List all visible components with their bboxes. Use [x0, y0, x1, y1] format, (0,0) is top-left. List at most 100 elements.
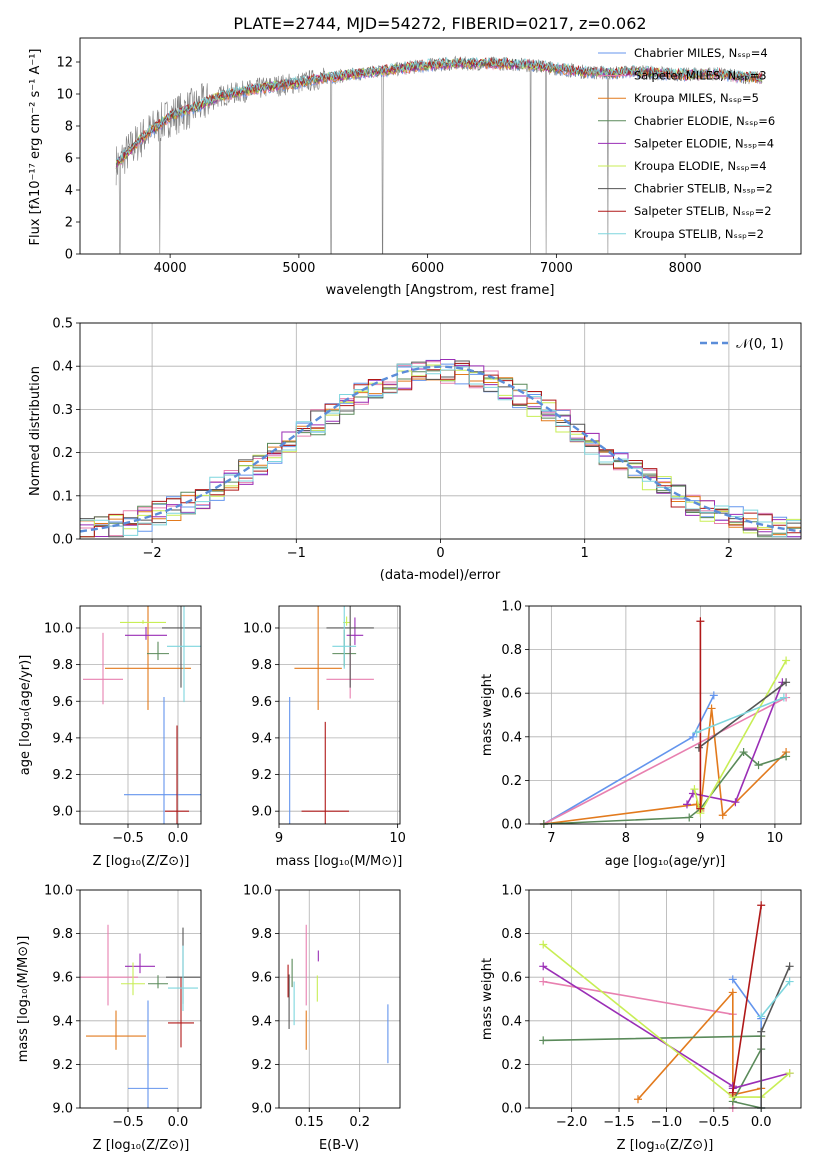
mass-z-xtick-label: −0.5: [112, 1115, 144, 1130]
spectrum-legend-label: Kroupa ELODIE, Nₛₛₚ=4: [634, 159, 767, 173]
residuals-xtick-label: −1: [287, 546, 306, 561]
residuals-ytick-label: 0.5: [52, 317, 73, 332]
weight-z-ytick-label: 0.0: [501, 1102, 522, 1117]
mass-ebv-points: [287, 924, 389, 1064]
spectrum-xtick-label: 7000: [540, 261, 573, 276]
observed-spectrum-line: [115, 55, 763, 254]
weight-z-ytick-label: 0.8: [501, 927, 522, 942]
weight-series-line: [543, 696, 787, 825]
residuals-ytick-label: 0.0: [52, 533, 73, 548]
age-z-xlabel: Z [log₁₀(Z/Z⊙)]: [93, 854, 190, 869]
weight-series-marker: [718, 811, 727, 820]
weight-series-marker: [696, 617, 705, 626]
weight-z-ytick-label: 1.0: [501, 884, 522, 899]
spectrum-ytick-label: 2: [65, 216, 73, 231]
residuals-ytick-label: 0.2: [52, 446, 73, 461]
weight-series-marker: [692, 728, 701, 737]
weight-series-line: [760, 981, 791, 1017]
weight-age-xlabel: age [log₁₀(age/yr)]: [605, 854, 726, 869]
age-vs-mass-panel: mass [log₁₀(M/M⊙)] 9 10 9.0 9.2 9.4 9.6 9.8 10.…: [243, 605, 406, 869]
spectrum-ytick-label: 6: [65, 152, 73, 167]
mass-z-frame: [79, 889, 202, 1109]
gaussian-legend-label: 𝒩(0, 1): [736, 337, 783, 352]
weight-series-line: [543, 750, 787, 825]
weight-age-xtick-label: 7: [547, 831, 555, 846]
residuals-ylabel: Normed distribution: [28, 366, 43, 496]
weight-series-marker: [682, 800, 691, 809]
age-mass-xlabel: mass [log₁₀(M/M⊙)]: [276, 854, 403, 869]
weight-age-ytick-label: 1.0: [501, 600, 522, 615]
weight-series-marker: [757, 901, 766, 910]
gaussian-reference-curve: [79, 365, 802, 533]
weight-series-marker: [785, 977, 794, 986]
weight-series-line: [698, 681, 787, 749]
age-z-points: [83, 606, 201, 824]
weight-series-marker: [539, 940, 548, 949]
spectrum-xlabel: wavelength [Angstrom, rest frame]: [326, 283, 555, 298]
weight-series-marker: [785, 962, 794, 971]
residuals-ytick-label: 0.1: [52, 489, 73, 504]
weight-series-marker: [754, 761, 763, 770]
spectrum-ytick-label: 0: [65, 248, 73, 263]
spectrum-ylabel: Flux [fλ10⁻¹⁷ erg cm⁻² s⁻¹ A⁻¹]: [28, 49, 43, 246]
weight-series-marker: [757, 1012, 766, 1021]
spectrum-legend-label: Kroupa STELIB, Nₛₛₚ=2: [634, 227, 764, 241]
weight-z-frame: [528, 889, 802, 1109]
age-mass-ytick-label: 9.8: [251, 658, 272, 673]
weight-series-marker: [731, 798, 740, 807]
weight-series-marker: [728, 975, 737, 984]
residuals-xlabel: (data-model)/error: [380, 568, 501, 583]
mass-ebv-ytick-label: 9.0: [251, 1102, 272, 1117]
age-z-ytick-label: 9.0: [52, 805, 73, 820]
weight-series-line: [543, 708, 787, 825]
weight-z-xtick-label: −0.5: [698, 1115, 730, 1130]
mass-z-ytick-label: 10.0: [44, 884, 73, 899]
weight-age-frame: [528, 605, 802, 825]
weight-series-line: [686, 682, 784, 805]
weight-series-line: [543, 1035, 762, 1109]
age-mass-ytick-label: 9.6: [251, 695, 272, 710]
mass-z-xlabel: Z [log₁₀(Z/Z⊙)]: [93, 1138, 190, 1153]
spectrum-frame: [79, 37, 802, 255]
age-mass-xtick-label: 9: [275, 831, 283, 846]
weight-series-marker: [785, 1069, 794, 1078]
weight-age-xtick-label: 10: [767, 831, 784, 846]
weight-age-xtick-label: 8: [622, 831, 630, 846]
weight-age-ytick-label: 0.8: [501, 643, 522, 658]
age-z-ytick-label: 9.8: [52, 658, 73, 673]
mass-vs-metallicity-panel: Z [log₁₀(Z/Z⊙)] mass [log₁₀(M/M⊙)] −0.5 0…: [16, 884, 202, 1153]
weight-series-marker: [757, 1027, 766, 1036]
mass-ebv-xtick-label: 0.2: [349, 1115, 370, 1130]
weight-age-ytick-label: 0.2: [501, 774, 522, 789]
spectrum-ytick-label: 8: [65, 120, 73, 135]
mass-z-ytick-label: 9.4: [52, 1014, 73, 1029]
weight-series-marker: [739, 748, 748, 757]
mass-z-xtick-label: 0.0: [168, 1115, 189, 1130]
age-mass-ytick-label: 10.0: [243, 621, 272, 636]
mass-ebv-ytick-label: 10.0: [243, 884, 272, 899]
age-mass-ytick-label: 9.0: [251, 805, 272, 820]
spectrum-legend-label: Chabrier ELODIE, Nₛₛₚ=6: [634, 114, 775, 128]
weight-series-marker: [782, 752, 791, 761]
weight-series-marker: [707, 704, 716, 713]
age-mass-xtick-label: 10: [389, 831, 406, 846]
spectrum-legend-label: Salpeter ELODIE, Nₛₛₚ=4: [634, 136, 774, 150]
spectrum-legend-label: Salpeter MILES, Nₛₛₚ=3: [634, 69, 767, 83]
figure-title: PLATE=2744, MJD=54272, FIBERID=0217, z=0…: [233, 14, 646, 33]
weight-series-marker: [539, 977, 548, 986]
weight-z-xtick-label: −2.0: [556, 1115, 588, 1130]
weight-z-xtick-label: −1.5: [603, 1115, 635, 1130]
spectrum-xtick-label: 6000: [411, 261, 444, 276]
weight-series-marker: [692, 800, 701, 809]
spectrum-legend-label: Chabrier STELIB, Nₛₛₚ=2: [634, 182, 773, 196]
mass-z-ytick-label: 9.6: [52, 971, 73, 986]
spectrum-xtick-label: 5000: [282, 261, 315, 276]
spectrum-panel: wavelength [Angstrom, rest frame] Flux […: [28, 37, 802, 298]
weight-series-marker: [728, 988, 737, 997]
age-z-xtick-label: −0.5: [112, 831, 144, 846]
mass-ebv-ytick-label: 9.4: [251, 1014, 272, 1029]
weight-series-marker: [728, 1088, 737, 1097]
weight-vs-metallicity-panel: Z [log₁₀(Z/Z⊙)] mass weight −2.0 −1.5 −1.0…: [480, 884, 802, 1153]
residuals-frame: [79, 322, 802, 540]
